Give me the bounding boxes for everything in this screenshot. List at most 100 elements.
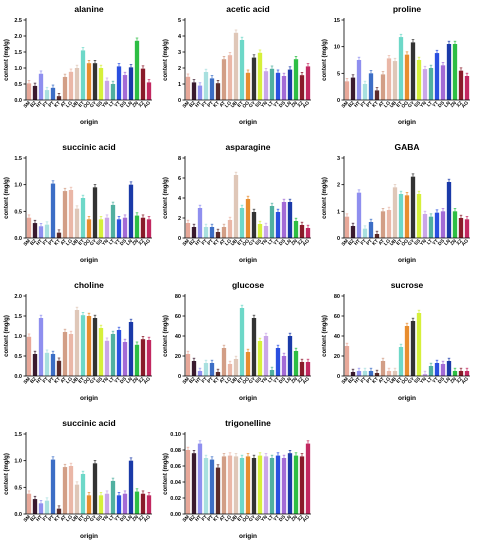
x-tick-label: LT [108, 100, 116, 108]
x-tick-label: PT [365, 376, 374, 385]
chart-title: sucrose [391, 280, 424, 290]
bar-xz [140, 217, 146, 238]
bar-ln [128, 67, 134, 100]
x-tick-label: LG [65, 238, 74, 247]
x-tick-label: ZN [131, 514, 140, 523]
bar-lt [428, 68, 434, 100]
y-tick-label: 3 [337, 156, 340, 162]
x-tick-label: BZ [188, 514, 197, 523]
x-axis-label: origin [239, 257, 257, 264]
bar-et [80, 50, 86, 100]
bar-ft [362, 84, 368, 100]
bar-ub [233, 32, 239, 100]
bar-chart-7: choline content (mg/g) 0.0 0.5 1.0 1.5 2.0 SMBZ… [4, 280, 152, 402]
x-tick-label: DS [119, 100, 129, 110]
x-tick-label: SS [413, 376, 422, 385]
y-tick-label: 2.0 [14, 34, 22, 40]
bar-ub [392, 61, 398, 100]
axes [25, 294, 152, 377]
x-tick-label: HT [194, 100, 203, 109]
x-tick-label: ET [77, 376, 86, 385]
bar-zn [452, 44, 458, 100]
bar-sm [26, 83, 32, 100]
bar-chart-1: alanine content (mg/g) 0.0 0.5 1.0 1.5 2.0 2.5 S… [4, 4, 152, 126]
bar-xz [299, 225, 305, 238]
bar-ag [146, 219, 152, 238]
bar-gy [251, 318, 257, 376]
bar-chart-8: glucose content (mg/g) 0 20 40 60 80 SMBZHTFTPT… [163, 280, 311, 402]
x-tick-label: LN [284, 238, 293, 247]
bar-kt [56, 96, 62, 100]
y-axis-label: content (mg/g) [4, 39, 10, 81]
x-tick-label: YT [113, 514, 122, 523]
bar-yt [116, 219, 122, 238]
bar-lg [386, 210, 392, 238]
bar-og [245, 72, 251, 100]
x-tick-label: LN [125, 238, 134, 247]
bar-ht [197, 443, 203, 514]
bar-ds [122, 342, 128, 376]
chart-title: alanine [74, 4, 104, 14]
bar-kt [56, 232, 62, 238]
x-tick-label: AT [59, 238, 68, 247]
bar-og [86, 63, 92, 100]
y-axis-label: content (mg/g) [4, 177, 10, 219]
bar-ub [74, 208, 80, 238]
x-tick-label: UB [71, 238, 81, 248]
x-axis-label: origin [239, 119, 257, 126]
y-tick-label: 1 [178, 82, 181, 88]
bar-et [80, 198, 86, 238]
y-tick-label: 0 [337, 236, 340, 242]
bar-bz [32, 499, 38, 514]
bar-yn [422, 374, 428, 376]
x-tick-label: FT [201, 376, 209, 384]
x-tick-label: ET [236, 238, 245, 247]
x-tick-label: AT [59, 376, 68, 385]
bar-ag [305, 362, 311, 376]
x-tick-label: LN [284, 514, 293, 523]
x-tick-label: UB [389, 100, 399, 110]
x-tick-label: YN [101, 100, 110, 109]
bar-yn [104, 80, 110, 100]
bar-ds [122, 493, 128, 514]
x-tick-label: GY [89, 100, 99, 110]
bar-xz [458, 371, 464, 376]
chart-title: acetic acid [226, 4, 269, 14]
chart-title: asparagine [226, 142, 271, 152]
y-tick-label: 0.0 [14, 374, 22, 380]
y-tick-label: 2 [337, 183, 340, 189]
x-tick-label: DS [437, 100, 447, 110]
bar-yt [116, 495, 122, 514]
bar-ss [257, 455, 263, 514]
x-tick-label: YT [431, 100, 440, 109]
y-tick-label: 1.0 [14, 66, 22, 72]
x-tick-label: LG [224, 376, 233, 385]
bar-ss [416, 194, 422, 238]
y-tick-label: 0 [178, 98, 181, 104]
bar-kt [215, 83, 221, 100]
x-tick-label: SS [254, 376, 263, 385]
x-tick-label: YT [272, 376, 281, 385]
bar-sm [185, 76, 191, 100]
y-tick-label: 4 [178, 196, 182, 202]
x-tick-label: UB [230, 514, 240, 524]
bar-yn [263, 226, 269, 238]
bar-ds [440, 211, 446, 238]
x-tick-label: AG [302, 238, 312, 248]
y-tick-label: 0.0 [14, 98, 22, 104]
bar-og [245, 199, 251, 238]
bar-zn [134, 491, 140, 514]
axes [184, 156, 311, 239]
bar-pt [50, 183, 56, 238]
x-tick-label: SM [182, 514, 191, 523]
bar-xz [299, 75, 305, 100]
bar-yn [422, 69, 428, 100]
x-tick-label: PT [47, 238, 56, 247]
x-tick-label: GY [89, 376, 99, 386]
bar-et [398, 37, 404, 100]
y-tick-label: 0.5 [14, 82, 22, 88]
bar-ht [356, 371, 362, 376]
bar-kt [374, 373, 380, 376]
x-tick-label: AG [461, 238, 471, 248]
